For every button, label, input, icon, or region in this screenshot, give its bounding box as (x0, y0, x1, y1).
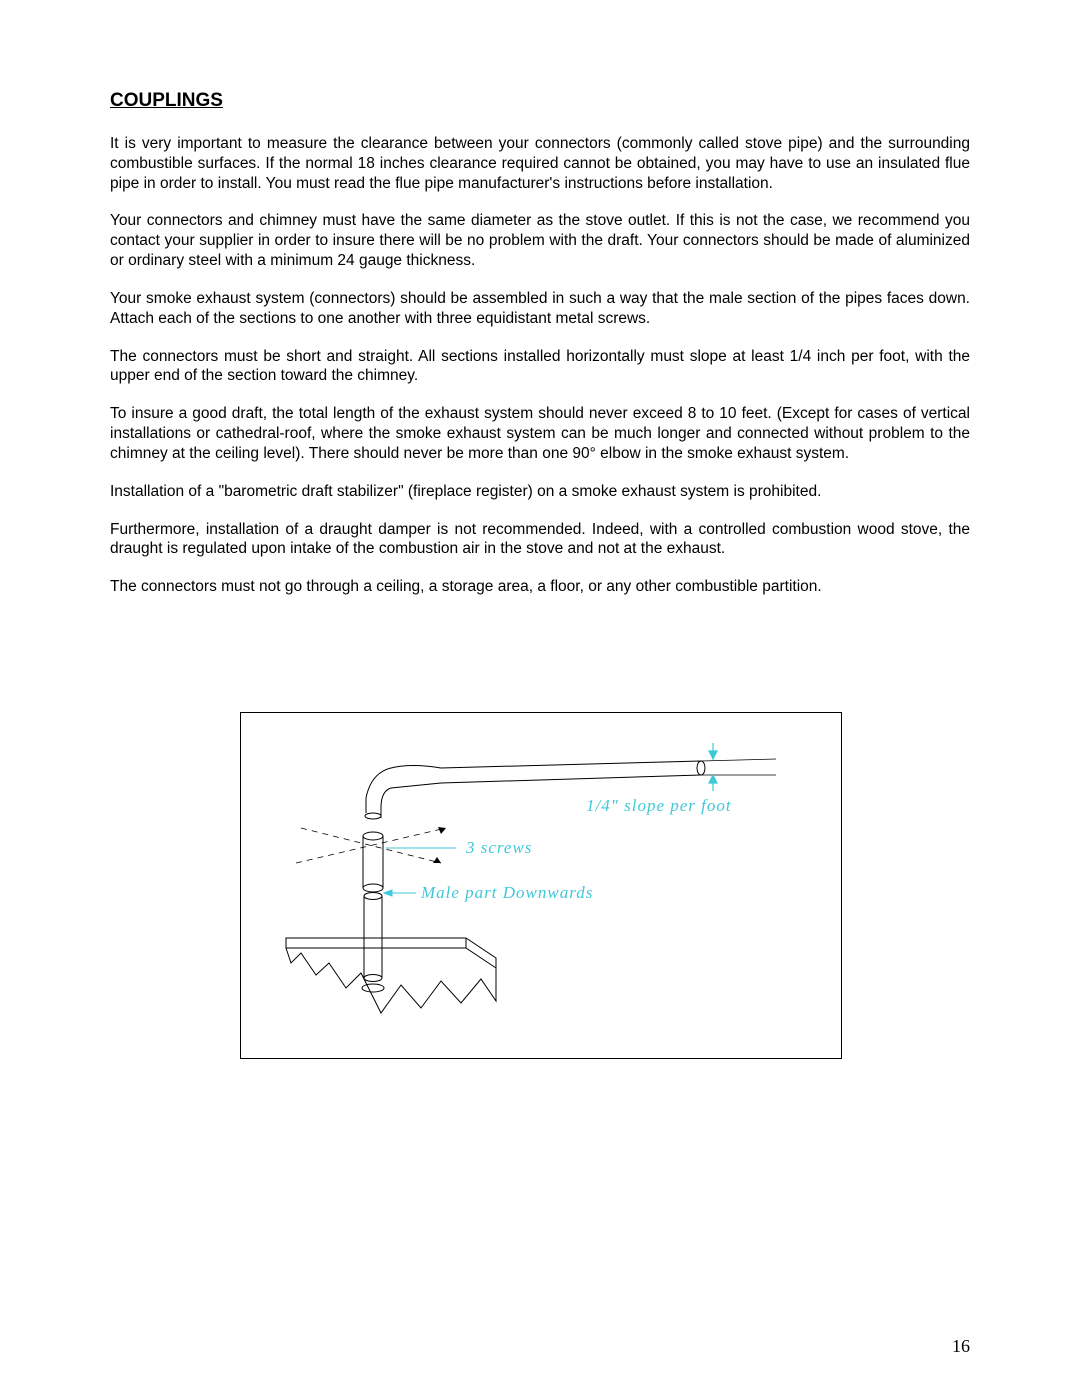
paragraph: Furthermore, installation of a draught d… (110, 520, 970, 560)
document-page: COUPLINGS It is very important to measur… (0, 0, 1080, 1397)
annotation-male: Male part Downwards (420, 883, 593, 902)
paragraph: Installation of a "barometric draft stab… (110, 482, 970, 502)
page-number: 16 (952, 1336, 970, 1357)
paragraph: Your smoke exhaust system (connectors) s… (110, 289, 970, 329)
paragraph: Your connectors and chimney must have th… (110, 211, 970, 270)
paragraph: The connectors must not go through a cei… (110, 577, 970, 597)
annotation-slope: 1/4" slope per foot (586, 796, 732, 815)
paragraph: It is very important to measure the clea… (110, 134, 970, 193)
coupling-diagram: 1/4" slope per foot (240, 712, 842, 1059)
annotation-screws: 3 screws (465, 838, 532, 857)
section-heading: COUPLINGS (110, 90, 970, 112)
paragraph: To insure a good draft, the total length… (110, 404, 970, 463)
diagram-container: 1/4" slope per foot (240, 712, 840, 1059)
paragraph: The connectors must be short and straigh… (110, 347, 970, 387)
